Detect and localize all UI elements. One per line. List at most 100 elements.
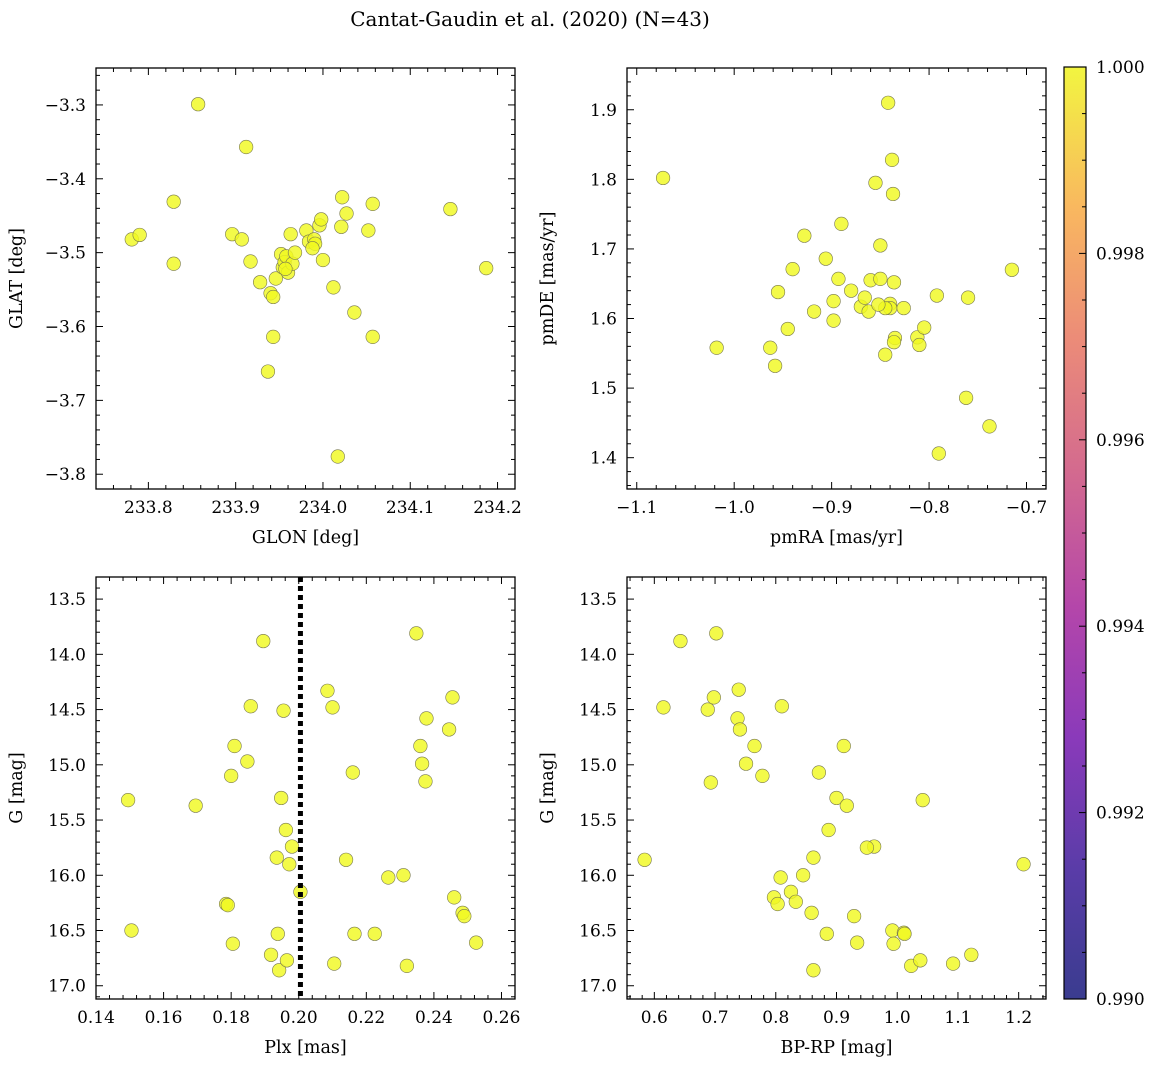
y-tick-label: 17.0 xyxy=(579,977,617,997)
scatter-point xyxy=(878,347,893,362)
x-axis-label: GLON [deg] xyxy=(252,528,359,548)
x-tick-label: 0.7 xyxy=(702,1008,729,1028)
y-tick-label: 14.5 xyxy=(48,701,86,721)
y-tick-label: 1.9 xyxy=(590,101,617,121)
scatter-point xyxy=(287,245,303,260)
scatter-point xyxy=(844,283,859,298)
scatter-point xyxy=(191,97,206,112)
scatter-point xyxy=(896,300,911,316)
scatter-point xyxy=(225,936,240,951)
scatter-point xyxy=(886,335,902,350)
scatter-point xyxy=(673,633,688,649)
scatter-point xyxy=(829,790,844,806)
scatter-point xyxy=(269,850,284,865)
scatter-point xyxy=(274,790,289,806)
scatter-points xyxy=(637,626,1031,978)
scatter-point xyxy=(276,703,291,718)
scatter-point xyxy=(479,261,494,276)
scatter-point xyxy=(132,227,147,243)
x-tick-label: 0.22 xyxy=(347,1008,385,1028)
scatter-point xyxy=(418,774,433,789)
scatter-point xyxy=(266,329,281,344)
scatter-point xyxy=(381,870,396,885)
scatter-point xyxy=(272,963,287,978)
panel-glon-glat: 233.8 233.9 234.0 234.1 234.2 −3.8 −3.7 −3.6 −3.… xyxy=(7,67,522,548)
scatter-point xyxy=(982,419,997,434)
scatter-point xyxy=(279,953,295,968)
scatter-point xyxy=(885,186,901,202)
scatter-point xyxy=(656,700,671,715)
figure-title: Cantat-Gaudin et al. (2020) (N=43) xyxy=(350,7,710,31)
scatter-point xyxy=(700,702,715,717)
scatter-point xyxy=(747,738,762,754)
scatter-point xyxy=(347,926,362,941)
scatter-point xyxy=(897,926,912,941)
scatter-points xyxy=(124,97,494,464)
panel-bprp-g: 0.6 0.7 0.8 0.9 1.0 1.1 1.2 13.5 14.0 14.5 15.0 15.… xyxy=(538,576,1047,1058)
y-tick-label: 15.5 xyxy=(48,811,86,831)
scatter-point xyxy=(774,699,789,714)
ticks xyxy=(95,68,516,490)
scatter-point xyxy=(256,633,271,649)
scatter-point xyxy=(419,711,434,726)
scatter-point xyxy=(227,738,242,754)
scatter-point xyxy=(868,175,883,190)
scatter-point xyxy=(773,870,788,885)
scatter-point xyxy=(785,262,800,277)
scatter-point xyxy=(305,241,320,256)
scatter-point xyxy=(964,947,979,962)
scatter-point xyxy=(361,223,376,238)
scatter-point xyxy=(806,304,822,319)
x-tick-label: 0.16 xyxy=(145,1008,183,1028)
x-tick-label: 0.14 xyxy=(77,1008,115,1028)
scatter-point xyxy=(850,935,865,950)
scatter-point xyxy=(263,947,279,962)
x-tick-label: 1.1 xyxy=(944,1008,971,1028)
scatter-point xyxy=(731,682,746,697)
y-tick-label: 15.5 xyxy=(579,811,617,831)
scatter-points xyxy=(121,626,484,978)
x-tick-label: 0.9 xyxy=(823,1008,850,1028)
scatter-point xyxy=(339,206,354,221)
scatter-point xyxy=(826,313,841,328)
scatter-point xyxy=(124,923,139,938)
y-tick-label: 17.0 xyxy=(48,977,86,997)
scatter-point xyxy=(345,765,360,780)
scatter-point xyxy=(234,232,249,247)
scatter-point xyxy=(917,320,932,335)
colorbar-tick-label: 0.992 xyxy=(1096,804,1145,824)
axes-frame xyxy=(626,67,1047,490)
x-tick-label: 0.6 xyxy=(641,1008,668,1028)
axes-frame xyxy=(95,576,516,1000)
scatter-point xyxy=(1004,262,1020,277)
scatter-point xyxy=(243,254,258,269)
x-tick-label: 0.20 xyxy=(280,1008,318,1028)
scatter-point xyxy=(847,909,862,924)
x-tick-label: 1.2 xyxy=(1005,1008,1032,1028)
colorbar-tick-label: 0.990 xyxy=(1096,990,1145,1010)
scatter-point xyxy=(1016,857,1031,872)
scatter-point xyxy=(443,201,458,217)
x-tick-label: 0.26 xyxy=(483,1008,521,1028)
scatter-point xyxy=(283,227,298,242)
scatter-point xyxy=(365,196,380,211)
scatter-point xyxy=(270,926,285,941)
scatter-point xyxy=(931,446,946,461)
y-axis-label: pmDE [mas/yr] xyxy=(538,212,558,346)
axes-frame xyxy=(95,67,516,490)
scatter-point xyxy=(770,284,786,300)
y-tick-label: 1.4 xyxy=(590,449,617,469)
scatter-point xyxy=(929,288,944,303)
scatter-point xyxy=(818,251,833,266)
y-tick-label: 14.0 xyxy=(48,645,86,665)
scatter-point xyxy=(797,228,812,243)
scatter-point xyxy=(367,926,382,941)
scatter-point xyxy=(655,170,671,186)
scatter-point xyxy=(330,449,345,464)
scatter-point xyxy=(804,905,819,920)
scatter-point xyxy=(913,953,928,968)
scatter-point xyxy=(347,305,362,320)
scatter-point xyxy=(831,271,846,286)
scatter-point xyxy=(396,868,411,883)
scatter-point xyxy=(755,768,770,783)
